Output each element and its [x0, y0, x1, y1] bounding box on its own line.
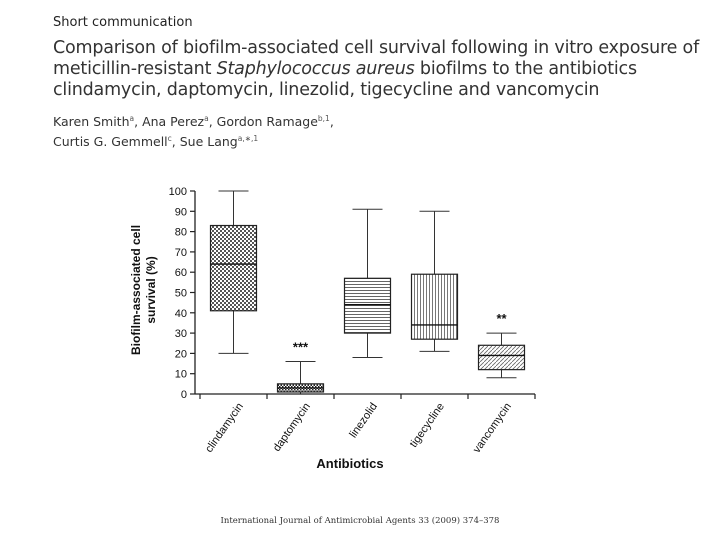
- author-affiliation[interactable]: b,1: [317, 114, 330, 123]
- author-name[interactable]: Ana Perez: [142, 114, 205, 130]
- author-name[interactable]: Curtis G. Gemmell: [53, 134, 168, 150]
- box-series: *****: [209, 190, 526, 395]
- author-name[interactable]: Gordon Ramage: [216, 114, 318, 130]
- y-tick-label: 40: [175, 308, 187, 320]
- title-species: Staphylococcus aureus: [216, 59, 415, 79]
- y-tick-label: 20: [175, 348, 187, 360]
- author-affiliation[interactable]: c: [167, 134, 172, 144]
- author-affiliation[interactable]: a,∗,1: [237, 134, 259, 144]
- author-name[interactable]: Karen Smith: [53, 114, 130, 130]
- y-axis: 0 10 20 30 40 50 60 70 80 90 100: [169, 186, 196, 401]
- journal-citation: International Journal of Antimicrobial A…: [220, 516, 500, 526]
- box-iqr: [477, 344, 526, 371]
- author-name[interactable]: Sue Lang: [179, 134, 238, 150]
- y-tick-label: 50: [175, 288, 187, 300]
- significance-annotation: **: [496, 311, 507, 326]
- x-axis: clindamycin daptomycin linezolid tigecyclin…: [195, 393, 536, 455]
- author-affiliation[interactable]: a: [129, 114, 135, 123]
- x-axis-label: Antibiotics: [316, 456, 383, 471]
- y-tick-label: 80: [175, 227, 187, 239]
- y-tick-label: 90: [175, 206, 187, 218]
- box-daptomycin: ***: [276, 340, 325, 395]
- y-tick-label: 30: [175, 328, 187, 340]
- x-tick-label: linezolid: [347, 401, 380, 440]
- title-part-2: biofilms to the antibiotics clindamycin,…: [53, 59, 637, 100]
- x-tick-label: tigecycline: [408, 401, 447, 450]
- y-tick-label: 60: [175, 267, 187, 279]
- box-iqr: [343, 277, 392, 334]
- x-tick-label: clindamycin: [203, 401, 246, 455]
- x-tick-label: vancomycin: [471, 401, 514, 455]
- box-iqr: [209, 224, 258, 312]
- box-linezolid: [343, 208, 392, 358]
- y-axis-label-line-1: Biofilm-associated cell: [129, 225, 143, 355]
- y-tick-label: 100: [169, 186, 187, 198]
- author-list: Karen Smitha, Ana Pereza, Gordon Ramageb…: [53, 114, 334, 150]
- y-tick-label: 10: [175, 369, 187, 381]
- author-affiliation[interactable]: a: [204, 114, 209, 123]
- x-tick-label: daptomycin: [271, 401, 313, 454]
- y-tick-label: 70: [175, 247, 187, 259]
- title-part-1: Comparison of biofilm-associated cell su…: [53, 38, 700, 79]
- box-iqr: [410, 273, 459, 340]
- box-tigecycline: [410, 210, 459, 352]
- box-clindamycin: [209, 190, 258, 354]
- y-tick-label: 0: [181, 389, 187, 401]
- article-title: Comparison of biofilm-associated cell su…: [53, 38, 703, 101]
- significance-annotation: ***: [293, 340, 309, 355]
- section-label: Short communication: [53, 15, 193, 30]
- box-vancomycin: **: [477, 311, 526, 379]
- y-axis-label-line-2: survival (%): [144, 256, 158, 323]
